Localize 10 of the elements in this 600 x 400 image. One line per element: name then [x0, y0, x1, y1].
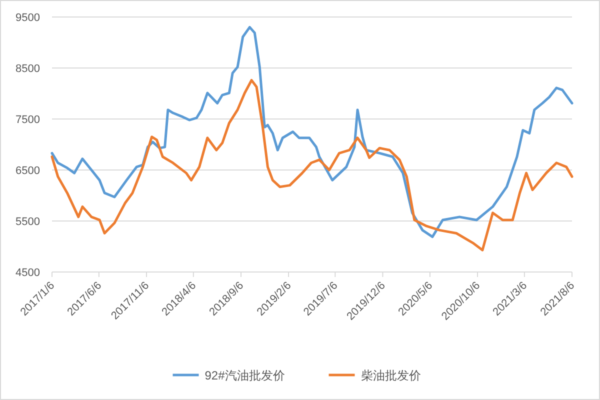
legend-label: 92#汽油批发价	[204, 368, 285, 382]
y-tick-label: 7500	[16, 114, 40, 126]
line-series	[50, 26, 574, 238]
y-tick-label: 4500	[16, 267, 40, 279]
line-series	[50, 78, 574, 252]
y-tick-label: 8500	[16, 63, 40, 75]
y-tick-label: 6500	[16, 165, 40, 177]
y-tick-label: 5500	[16, 216, 40, 228]
legend-label: 柴油批发价	[360, 368, 421, 382]
y-tick-label: 9500	[16, 12, 40, 24]
